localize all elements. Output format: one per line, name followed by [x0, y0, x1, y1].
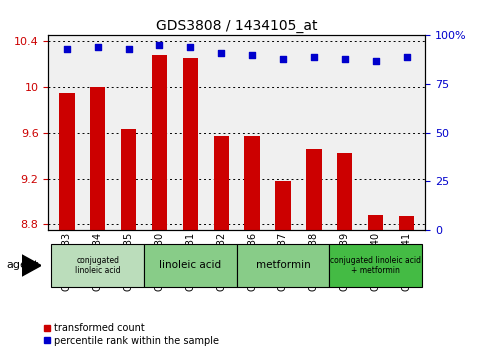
Bar: [368, 215, 384, 230]
Point: [125, 46, 132, 52]
Bar: [144, 244, 237, 287]
Point: [372, 58, 380, 64]
Bar: [275, 181, 291, 230]
Polygon shape: [22, 255, 41, 276]
Bar: [152, 55, 167, 230]
Bar: [59, 93, 74, 230]
Point: [63, 46, 71, 52]
Text: conjugated linoleic acid
+ metformin: conjugated linoleic acid + metformin: [330, 256, 421, 275]
Point: [186, 44, 194, 50]
Bar: [90, 87, 105, 230]
Text: metformin: metformin: [256, 261, 311, 270]
Point: [341, 56, 349, 62]
Bar: [237, 244, 329, 287]
Bar: [183, 58, 198, 230]
Point: [217, 50, 225, 56]
Bar: [337, 153, 353, 230]
Point: [310, 54, 318, 59]
Bar: [244, 136, 260, 230]
Point: [94, 44, 101, 50]
Bar: [329, 244, 422, 287]
Point: [279, 56, 287, 62]
Text: agent: agent: [6, 261, 39, 270]
Bar: [213, 136, 229, 230]
Bar: [51, 244, 144, 287]
Point: [248, 52, 256, 58]
Text: conjugated
linoleic acid: conjugated linoleic acid: [75, 256, 121, 275]
Bar: [306, 149, 322, 230]
Legend: transformed count, percentile rank within the sample: transformed count, percentile rank withi…: [43, 323, 219, 346]
Point: [403, 54, 411, 59]
Point: [156, 42, 163, 48]
Bar: [399, 216, 414, 230]
Bar: [121, 129, 136, 230]
Text: linoleic acid: linoleic acid: [159, 261, 221, 270]
Title: GDS3808 / 1434105_at: GDS3808 / 1434105_at: [156, 19, 317, 33]
